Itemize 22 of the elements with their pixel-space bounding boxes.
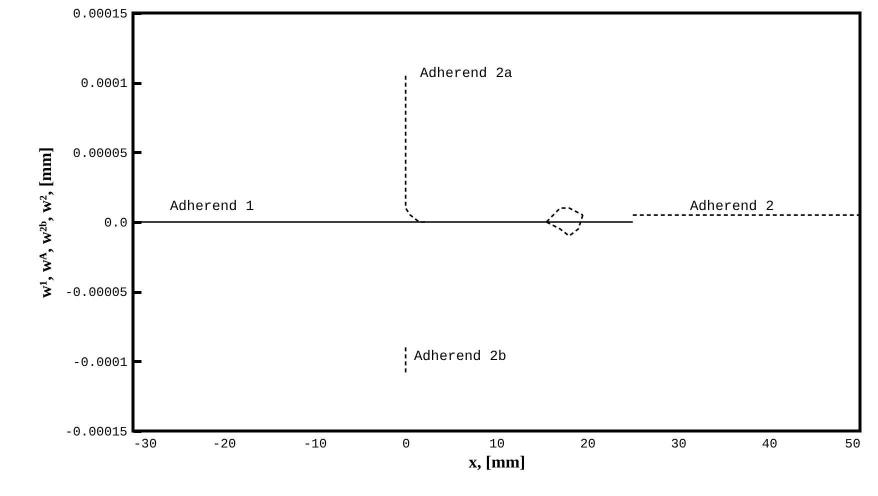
annotation: Adherend 2 xyxy=(690,199,774,215)
annotation: Adherend 2a xyxy=(420,66,512,82)
y-tick-label: 0.0001 xyxy=(80,76,128,92)
y-tick-label: 0.00015 xyxy=(72,6,128,22)
x-tick-label: -20 xyxy=(212,436,236,452)
y-tick-label: -0.00015 xyxy=(65,424,128,440)
x-tick-label: 10 xyxy=(489,436,505,452)
y-tick-label: 0.00005 xyxy=(72,146,128,161)
x-tick-label: -10 xyxy=(304,436,327,452)
x-tick-label: 40 xyxy=(762,436,778,452)
annotation: Adherend 1 xyxy=(170,199,254,215)
y-tick-label: 0.0 xyxy=(104,216,128,230)
y-tick-label: -0.0001 xyxy=(72,354,128,370)
annotation: Adherend 2b xyxy=(414,349,506,365)
x-tick-label: 50 xyxy=(844,436,860,452)
x-tick-label: 0 xyxy=(402,436,410,452)
x-axis-title: x, [mm] xyxy=(468,452,526,472)
x-tick-label: 20 xyxy=(580,436,596,452)
y-axis-title: w¹, wᴬ, w²ᵇ, w², [mm] xyxy=(36,147,56,298)
y-tick-label: -0.00005 xyxy=(65,285,128,300)
x-tick-label: -30 xyxy=(134,436,157,452)
x-tick-label: 30 xyxy=(670,436,687,452)
